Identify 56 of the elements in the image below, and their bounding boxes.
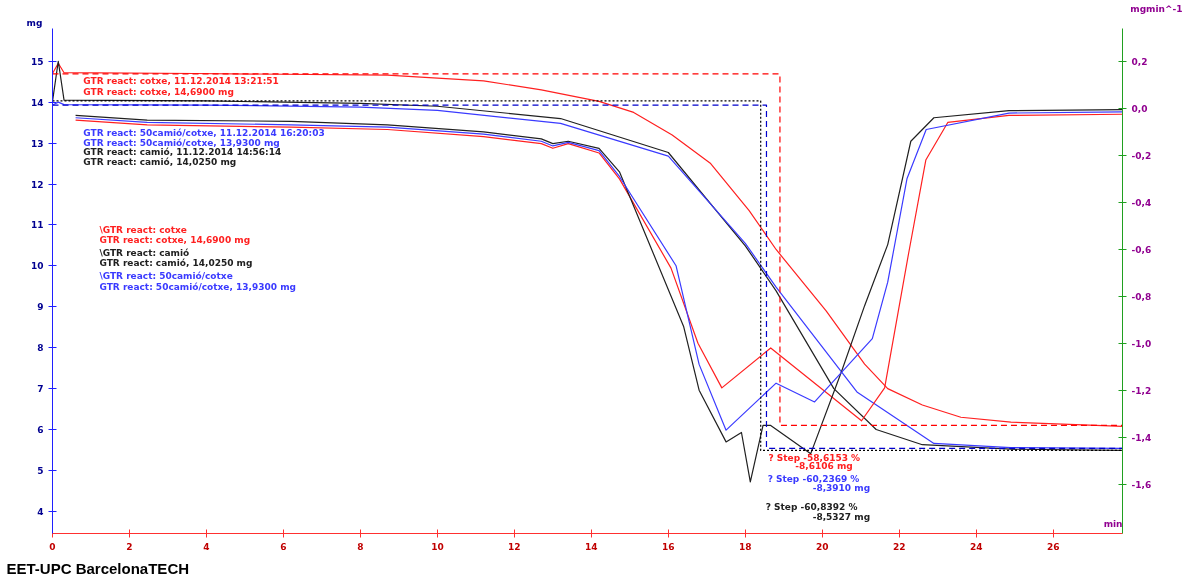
y-tick-label: 13 xyxy=(30,138,44,149)
x-tick-label: 16 xyxy=(662,541,675,552)
x-tick-label: 20 xyxy=(816,541,829,552)
y2-tick-label: -0,4 xyxy=(1131,197,1152,208)
y2-axis-title: mgmin^-1 xyxy=(1130,3,1183,14)
x-tick-label: 14 xyxy=(585,541,598,552)
y2-tick-label: -1,6 xyxy=(1131,479,1152,490)
annotation: \GTR react: camió xyxy=(99,248,190,259)
y2-tick-label: -1,2 xyxy=(1131,385,1152,396)
y-tick-label: 15 xyxy=(30,56,44,67)
x-axis-title: min xyxy=(1103,518,1123,529)
x-tick-label: 12 xyxy=(508,541,521,552)
y-tick-label: 11 xyxy=(30,220,44,231)
y-tick-label: 10 xyxy=(30,261,44,272)
y-tick-label: 14 xyxy=(30,97,44,108)
annotation: GTR react: camió, 14,0250 mg xyxy=(99,257,253,268)
annotation: ? Step -60,8392 % xyxy=(765,501,858,512)
annotation: -8,3910 mg xyxy=(812,483,871,494)
annotation: \GTR react: cotxe xyxy=(99,225,187,236)
y-tick-label: 9 xyxy=(37,302,44,313)
y2-tick-label: -1,4 xyxy=(1131,432,1152,443)
y-axis-title: mg xyxy=(26,17,43,28)
y-tick-label: 12 xyxy=(30,179,44,190)
y2-tick-label: -0,2 xyxy=(1131,150,1152,161)
x-tick-label: 26 xyxy=(1046,541,1060,552)
annotation: GTR react: cotxe, 14,6900 mg xyxy=(83,86,234,97)
y2-tick-label: 0,2 xyxy=(1131,56,1148,67)
annotation: GTR react: cotxe, 11.12.2014 13:21:51 xyxy=(83,76,279,87)
y2-tick-label: -0,6 xyxy=(1131,244,1152,255)
y-tick-label: 4 xyxy=(37,506,44,517)
x-tick-label: 8 xyxy=(357,541,364,552)
x-tick-label: 18 xyxy=(739,541,752,552)
x-tick-label: 4 xyxy=(203,541,210,552)
x-tick-label: 2 xyxy=(126,541,133,552)
y2-tick-label: 0,0 xyxy=(1131,103,1148,114)
y-tick-label: 8 xyxy=(37,343,44,354)
annotation: GTR react: 50camió/cotxe, 11.12.2014 16:20:03 xyxy=(83,127,325,138)
annotation: GTR react: camió, 14,0250 mg xyxy=(83,156,237,167)
annotation: \GTR react: 50camió/cotxe xyxy=(99,271,233,282)
x-tick-label: 6 xyxy=(280,541,287,552)
annotation: -8,6106 mg xyxy=(795,461,853,472)
x-tick-label: 10 xyxy=(431,541,444,552)
annotation: GTR react: 50camió/cotxe, 13,9300 mg xyxy=(83,137,280,148)
y-tick-label: 5 xyxy=(37,465,44,476)
x-tick-label: 22 xyxy=(893,541,906,552)
annotation: -8,5327 mg xyxy=(812,511,871,522)
annotation: GTR react: 50camió/cotxe, 13,9300 mg xyxy=(99,282,296,293)
y2-tick-label: -0,8 xyxy=(1131,291,1152,302)
y2-tick-label: -1,0 xyxy=(1131,338,1152,349)
text: EET-UPC BarcelonaTECH xyxy=(6,559,190,577)
y-tick-label: 7 xyxy=(37,384,44,395)
x-tick-label: 0 xyxy=(49,541,56,552)
annotation: GTR react: cotxe, 14,6900 mg xyxy=(99,235,251,246)
annotation: ? Step -60,2369 % xyxy=(767,474,860,485)
y-tick-label: 6 xyxy=(37,425,44,436)
x-tick-label: 24 xyxy=(969,541,983,552)
